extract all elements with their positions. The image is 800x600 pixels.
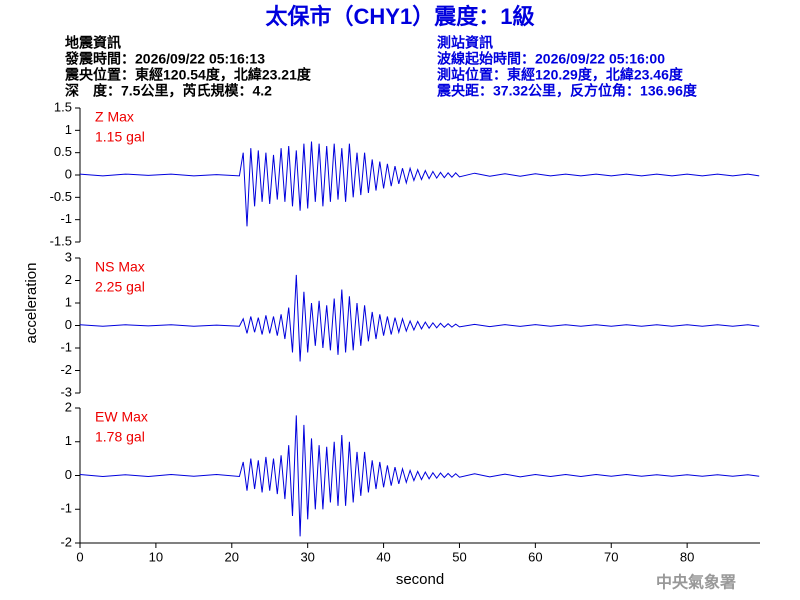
y-tick-label: -2 (60, 534, 72, 549)
y-tick-label: -1 (60, 211, 72, 226)
x-tick-label: 10 (149, 549, 163, 564)
event-info: 發震時間：2026/09/22 05:16:13 (64, 51, 265, 67)
station-info: 震央距：37.32公里，反方位角：136.96度 (436, 83, 698, 99)
x-tick-label: 30 (300, 549, 314, 564)
panel-max: 1.15 gal (95, 129, 145, 145)
waveform (79, 141, 760, 227)
y-tick-label: -1 (60, 501, 72, 516)
event-info: 震央位置：東經120.54度，北緯23.21度 (64, 67, 312, 83)
y-tick-label: 2 (65, 272, 72, 287)
y-tick-label: 1.5 (54, 99, 72, 114)
panel-label: NS Max (95, 259, 145, 275)
y-tick-label: 0 (65, 317, 72, 332)
waveform (79, 274, 760, 362)
station-info: 波線起始時間：2026/09/22 05:16:00 (437, 51, 665, 67)
y-tick-label: 1 (65, 433, 72, 448)
event-info: 深 度：7.5公里，芮氏規模：4.2 (65, 83, 272, 99)
footer: 中央氣象署 (656, 573, 736, 592)
x-tick-label: 60 (528, 549, 542, 564)
waveform (79, 415, 760, 537)
station-info: 測站資訊 (437, 35, 493, 51)
y-tick-label: 3 (65, 249, 72, 264)
y-tick-label: 0 (65, 166, 72, 181)
y-tick-label: 1 (65, 294, 72, 309)
y-axis-label: acceleration (23, 263, 40, 344)
y-tick-label: 0.5 (54, 144, 72, 159)
x-tick-label: 40 (376, 549, 390, 564)
y-tick-label: -3 (60, 384, 72, 399)
x-tick-label: 0 (76, 549, 83, 564)
x-tick-label: 70 (604, 549, 618, 564)
x-tick-label: 20 (225, 549, 239, 564)
panel-label: Z Max (95, 109, 134, 125)
y-tick-label: 0 (65, 467, 72, 482)
y-tick-label: -1.5 (50, 233, 72, 248)
station-info: 測站位置：東經120.29度，北緯23.46度 (437, 67, 684, 83)
y-tick-label: 2 (65, 399, 72, 414)
x-tick-label: 50 (452, 549, 466, 564)
panel-label: EW Max (95, 409, 148, 425)
event-info: 地震資訊 (65, 35, 121, 51)
x-axis-label: second (396, 571, 444, 588)
panel-max: 2.25 gal (95, 279, 145, 295)
title: 太保市（CHY1）震度：1級 (266, 4, 535, 29)
panel-max: 1.78 gal (95, 429, 145, 445)
y-tick-label: -0.5 (50, 189, 72, 204)
x-tick-label: 80 (680, 549, 694, 564)
y-tick-label: -2 (60, 362, 72, 377)
y-tick-label: -1 (60, 339, 72, 354)
y-tick-label: 1 (65, 122, 72, 137)
